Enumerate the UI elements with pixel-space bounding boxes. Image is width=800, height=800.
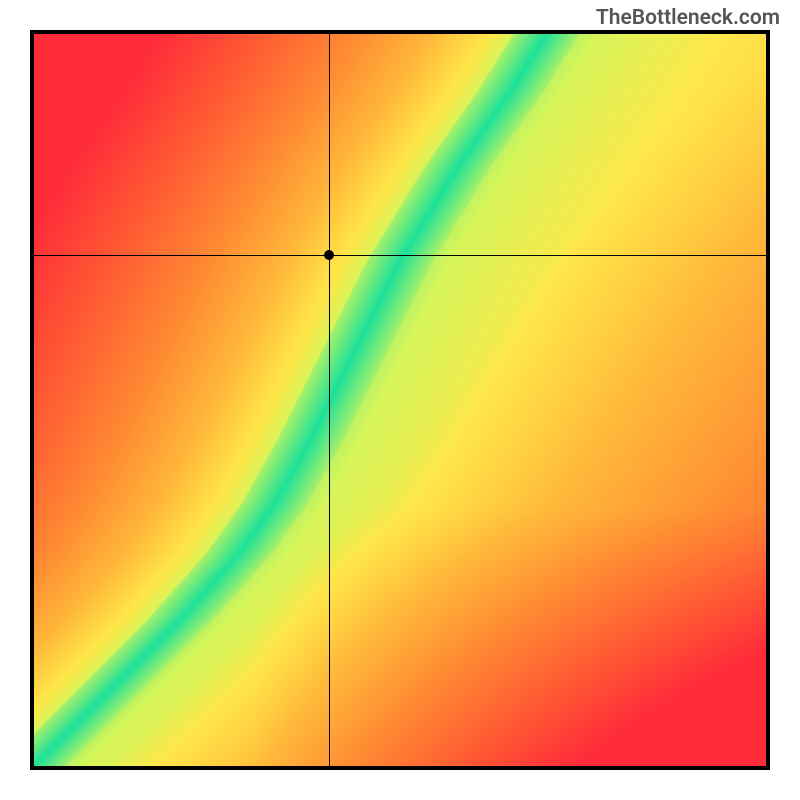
chart-container: TheBottleneck.com xyxy=(0,0,800,800)
crosshair-vertical xyxy=(329,34,330,766)
heatmap-plot xyxy=(30,30,770,770)
crosshair-horizontal xyxy=(34,255,766,256)
watermark-text: TheBottleneck.com xyxy=(596,6,780,30)
heatmap-canvas xyxy=(34,34,766,766)
marker-point xyxy=(324,250,334,260)
